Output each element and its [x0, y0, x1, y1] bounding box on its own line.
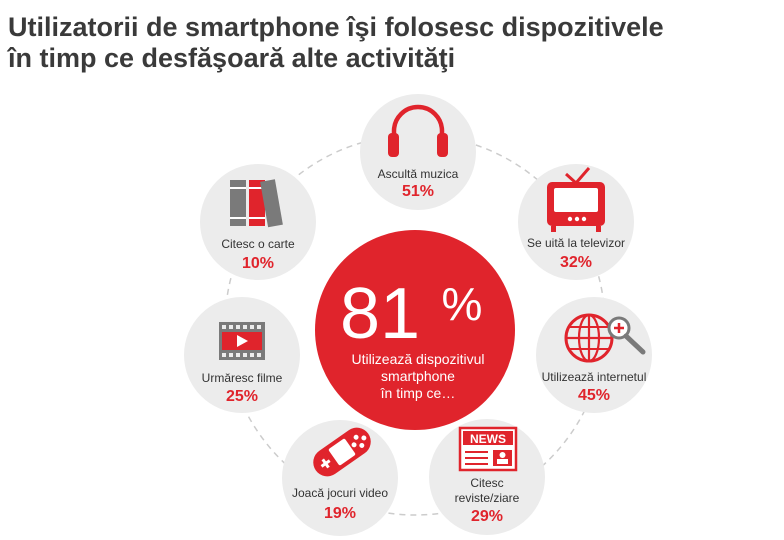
center-percent: %: [442, 278, 483, 330]
center-line-1: Utilizează dispozitivul: [351, 351, 484, 367]
activity-movies: Urmăresc filme 25%: [184, 297, 300, 413]
magazines-label-1: Citesc: [470, 476, 503, 490]
internet-value: 45%: [578, 387, 610, 404]
activity-magazines: NEWS Citesc reviste/ziare 29%: [429, 419, 545, 535]
activity-music: Ascultă muzica 51%: [360, 94, 476, 210]
books-icon: [230, 179, 283, 228]
title-line-2: în timp ce desfăşoară alte activităţi: [8, 43, 456, 73]
activity-games: Joacă jocuri video 19%: [282, 420, 398, 536]
magazines-value: 29%: [471, 508, 503, 525]
movies-label: Urmăresc filme: [202, 371, 283, 385]
center-line-3: în timp ce…: [380, 385, 456, 401]
film-icon: [219, 322, 265, 360]
tv-icon: [547, 167, 605, 232]
center-circle: 81 % Utilizează dispozitivul smartphone …: [315, 230, 515, 430]
books-value: 10%: [242, 255, 274, 272]
movies-value: 25%: [226, 388, 258, 405]
gamepad-icon: [313, 427, 371, 477]
music-value: 51%: [402, 183, 434, 200]
internet-label: Utilizează internetul: [542, 370, 647, 384]
news-badge: NEWS: [470, 432, 506, 446]
games-value: 19%: [324, 505, 356, 522]
activity-tv: Se uită la televizor 32%: [518, 164, 634, 280]
globe-search-icon: [564, 313, 646, 363]
music-label: Ascultă muzica: [378, 167, 459, 181]
center-number: 81: [340, 274, 420, 354]
page-title: Utilizatorii de smartphone îşi folosesc …: [8, 12, 664, 74]
tv-value: 32%: [560, 254, 592, 271]
newspaper-icon: NEWS: [458, 426, 518, 472]
books-label: Citesc o carte: [221, 237, 295, 251]
center-line-2: smartphone: [381, 368, 455, 384]
headphones-icon: [388, 104, 448, 157]
title-line-1: Utilizatorii de smartphone îşi folosesc …: [8, 12, 664, 42]
games-label: Joacă jocuri video: [292, 486, 388, 500]
magazines-label-2: reviste/ziare: [455, 491, 520, 505]
tv-label: Se uită la televizor: [527, 236, 625, 250]
activity-internet: Utilizează internetul 45%: [536, 297, 652, 413]
activity-books: Citesc o carte 10%: [200, 164, 316, 280]
